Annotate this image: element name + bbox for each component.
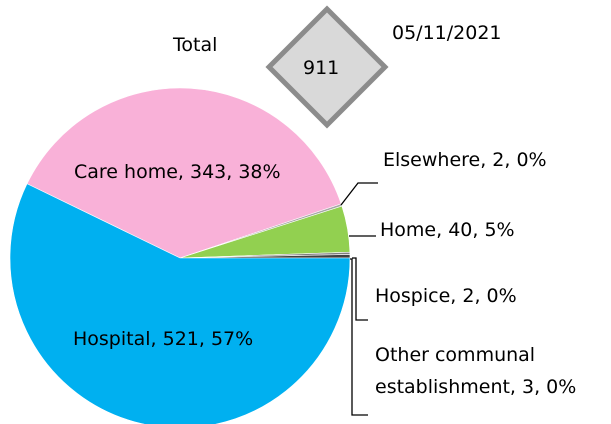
data-label: Hospital, 521, 57%	[73, 328, 254, 350]
total-diamond	[265, 5, 389, 129]
data-label: Hospice, 2, 0%	[375, 285, 517, 307]
data-label: Other communal establishment, 3, 0%	[375, 344, 577, 398]
data-label: Elsewhere, 2, 0%	[383, 149, 547, 171]
leader-line	[350, 258, 368, 416]
date: 05/11/2021	[392, 22, 502, 44]
data-label: Care home, 343, 38%	[74, 161, 281, 183]
leader-line	[340, 182, 378, 206]
data-label: Home, 40, 5%	[380, 219, 515, 241]
total-value: 911	[303, 57, 340, 79]
leader-line	[352, 257, 368, 321]
pie-slice	[26, 87, 342, 259]
chart-title: Total	[173, 34, 218, 56]
